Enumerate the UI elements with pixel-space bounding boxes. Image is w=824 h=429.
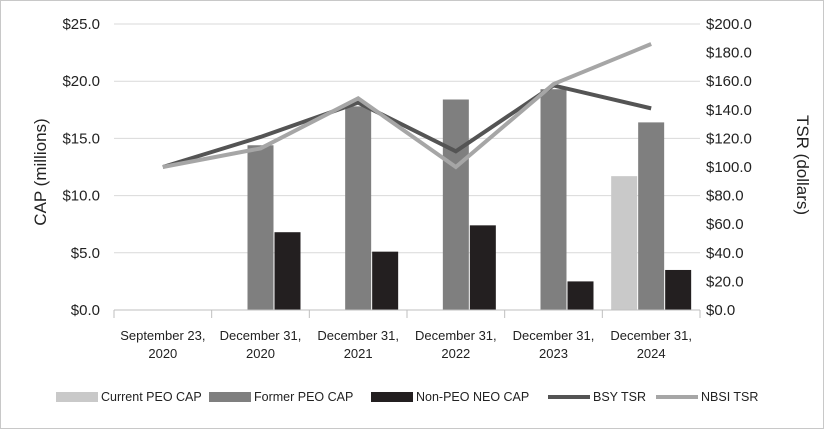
x-axis bbox=[113, 309, 701, 318]
right-tick-label: $100.0 bbox=[706, 159, 752, 176]
right-tick-label: $40.0 bbox=[706, 245, 744, 262]
bar-non-peo-neo-cap bbox=[567, 281, 594, 310]
category-label: 2024 bbox=[637, 346, 666, 361]
legend-label: Current PEO CAP bbox=[101, 390, 202, 404]
left-tick-label: $25.0 bbox=[62, 16, 100, 33]
left-axis-title: CAP (millions) bbox=[31, 118, 50, 225]
legend-swatch bbox=[56, 392, 98, 402]
right-tick-label: $180.0 bbox=[706, 45, 752, 62]
category-label: December 31, bbox=[415, 328, 497, 343]
category-label: 2022 bbox=[441, 346, 470, 361]
category-label: 2020 bbox=[148, 346, 177, 361]
bar-non-peo-neo-cap bbox=[372, 251, 399, 310]
bar-non-peo-neo-cap bbox=[665, 269, 692, 310]
category-label: December 31, bbox=[317, 328, 399, 343]
left-tick-label: $15.0 bbox=[62, 130, 100, 147]
legend-label: NBSI TSR bbox=[701, 390, 758, 404]
bar-current-peo-cap bbox=[611, 176, 638, 310]
legend-label: BSY TSR bbox=[593, 390, 646, 404]
bar-former-peo-cap bbox=[638, 122, 665, 310]
right-axis-title: TSR (dollars) bbox=[793, 115, 812, 215]
right-tick-label: $60.0 bbox=[706, 216, 744, 233]
right-tick-label: $160.0 bbox=[706, 73, 752, 90]
right-tick-label: $200.0 bbox=[706, 16, 752, 33]
bars bbox=[247, 89, 692, 310]
right-tick-label: $20.0 bbox=[706, 273, 744, 290]
right-tick-label: $80.0 bbox=[706, 188, 744, 205]
line-bsy-tsr bbox=[162, 83, 652, 169]
category-label: 2023 bbox=[539, 346, 568, 361]
legend-swatch bbox=[371, 392, 413, 402]
category-label: September 23, bbox=[120, 328, 205, 343]
category-label: December 31, bbox=[610, 328, 692, 343]
left-y-axis-ticks: $0.0 $5.0 $10.0 $15.0 $20.0 $25.0 bbox=[62, 16, 100, 319]
bar-non-peo-neo-cap bbox=[274, 232, 301, 310]
legend-label: Former PEO CAP bbox=[254, 390, 353, 404]
right-tick-label: $120.0 bbox=[706, 130, 752, 147]
left-tick-label: $20.0 bbox=[62, 73, 100, 90]
tsr-lines bbox=[162, 42, 652, 170]
bar-non-peo-neo-cap bbox=[469, 225, 496, 310]
legend-swatch bbox=[209, 392, 251, 402]
category-label: 2020 bbox=[246, 346, 275, 361]
category-label: December 31, bbox=[220, 328, 302, 343]
left-tick-label: $5.0 bbox=[71, 245, 100, 262]
left-tick-label: $10.0 bbox=[62, 188, 100, 205]
gridlines bbox=[114, 23, 700, 254]
bar-former-peo-cap bbox=[442, 99, 469, 310]
legend-label: Non-PEO NEO CAP bbox=[416, 390, 529, 404]
bar-former-peo-cap bbox=[247, 145, 274, 310]
bar-former-peo-cap bbox=[345, 106, 372, 310]
right-tick-label: $0.0 bbox=[706, 302, 735, 319]
legend: Current PEO CAP Former PEO CAP Non-PEO NEO… bbox=[56, 390, 758, 404]
bar-former-peo-cap bbox=[540, 89, 567, 310]
line-nbsi-tsr bbox=[162, 42, 652, 170]
right-y-axis-ticks: $0.0 $20.0 $40.0 $60.0 $80.0 $100.0 $120.0 $140… bbox=[706, 16, 752, 319]
category-labels: September 23, 2020 December 31, 2020 Decembe… bbox=[120, 328, 692, 361]
right-tick-label: $140.0 bbox=[706, 102, 752, 119]
category-label: 2021 bbox=[344, 346, 373, 361]
category-label: December 31, bbox=[513, 328, 595, 343]
left-tick-label: $0.0 bbox=[71, 302, 100, 319]
